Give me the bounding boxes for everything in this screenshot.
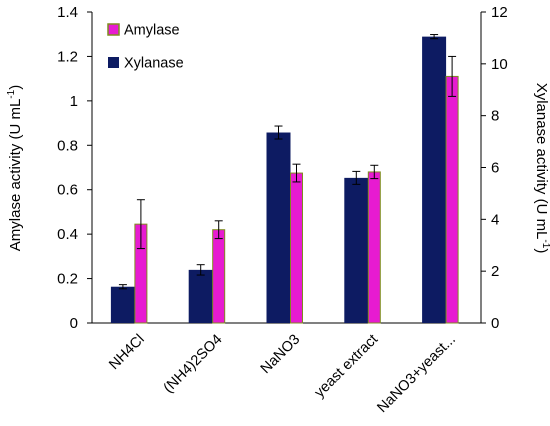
right-axis-title-main: Xylanase activity (U mL bbox=[533, 83, 550, 240]
legend-label-amylase: Amylase bbox=[124, 23, 180, 39]
right-axis-title-sup: -1 bbox=[540, 239, 550, 248]
left-axis-title-main: Amylase activity (U mL bbox=[7, 99, 24, 252]
left-axis-ticks: 0 0.2 0.4 0.6 0.8 1 1.2 1.4 bbox=[57, 4, 92, 332]
category-label: (NH4)2SO4 bbox=[161, 332, 226, 397]
right-tick-label: 10 bbox=[491, 56, 508, 73]
right-tick-label: 12 bbox=[491, 4, 508, 21]
category-label: NaNO3+yeast... bbox=[374, 332, 459, 417]
left-axis-title-end: ) bbox=[7, 85, 24, 90]
bar-xylanase bbox=[188, 269, 213, 323]
right-tick-label: 0 bbox=[491, 315, 499, 332]
left-tick-label: 1 bbox=[70, 93, 78, 110]
left-tick-label: 0.4 bbox=[57, 226, 78, 243]
bar-amylase bbox=[212, 229, 226, 324]
bar-amylase bbox=[367, 171, 381, 324]
category-label: NaNO3 bbox=[258, 332, 304, 378]
left-axis-title: Amylase activity (U mL-1) bbox=[6, 85, 24, 251]
category-label: NH4Cl bbox=[106, 332, 148, 374]
left-tick-label: 0.2 bbox=[57, 271, 78, 288]
bar-xylanase bbox=[266, 132, 291, 323]
legend-label-xylanase: Xylanase bbox=[124, 56, 184, 72]
left-tick-label: 1.2 bbox=[57, 48, 78, 65]
right-axis-title-end: ) bbox=[533, 248, 550, 253]
category-label: yeast extract bbox=[312, 332, 381, 401]
left-tick-label: 0.6 bbox=[57, 182, 78, 199]
bar-xylanase bbox=[344, 177, 369, 323]
right-tick-label: 8 bbox=[491, 108, 499, 125]
right-tick-label: 6 bbox=[491, 160, 499, 177]
right-axis-title: Xylanase activity (U mL-1) bbox=[533, 83, 550, 254]
right-tick-label: 4 bbox=[491, 211, 499, 228]
bar-group bbox=[110, 36, 459, 324]
left-tick-label: 0.8 bbox=[57, 137, 78, 154]
legend-swatch-amylase bbox=[107, 23, 120, 36]
right-axis-ticks: 0 2 4 6 8 10 12 bbox=[481, 4, 508, 332]
legend-swatch-xylanase bbox=[108, 57, 119, 68]
right-tick-label: 2 bbox=[491, 263, 499, 280]
left-axis-title-sup: -1 bbox=[6, 89, 17, 98]
category-labels: NH4Cl (NH4)2SO4 NaNO3 yeast extractNaNO3+ye… bbox=[106, 332, 459, 417]
bar-xylanase bbox=[422, 36, 447, 323]
left-tick-label: 0 bbox=[70, 315, 78, 332]
left-tick-label: 1.4 bbox=[57, 4, 78, 21]
error-bar-group bbox=[118, 34, 457, 290]
bar-amylase bbox=[445, 75, 459, 324]
bar-amylase bbox=[290, 172, 303, 324]
bar-xylanase bbox=[110, 286, 135, 323]
legend: Amylase Xylanase bbox=[107, 23, 184, 72]
